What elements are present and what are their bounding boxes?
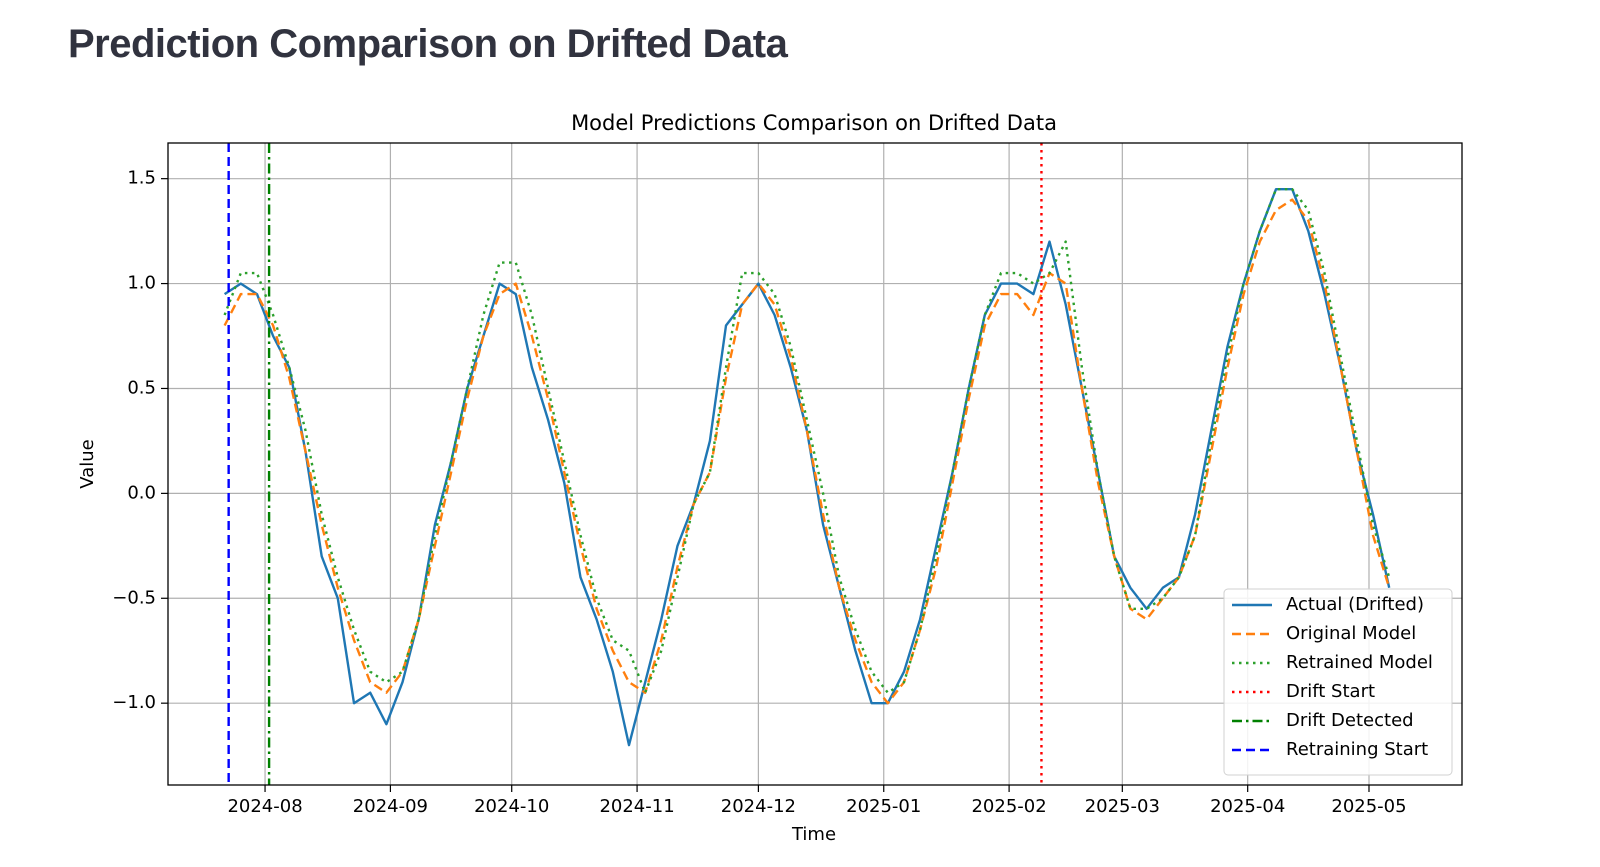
- chart-title: Model Predictions Comparison on Drifted …: [571, 111, 1057, 135]
- x-tick-label: 2024-12: [721, 796, 796, 817]
- legend-label: Actual (Drifted): [1286, 594, 1424, 615]
- page-title: Prediction Comparison on Drifted Data: [68, 22, 788, 66]
- series-line: [223, 198, 1391, 705]
- x-tick-label: 2025-02: [971, 796, 1046, 817]
- x-tick-label: 2025-05: [1331, 796, 1406, 817]
- x-tick-label: 2025-03: [1085, 796, 1160, 817]
- y-tick-label: −0.5: [112, 587, 156, 608]
- x-tick-label: 2024-08: [227, 796, 302, 817]
- x-tick-label: 2024-09: [353, 796, 428, 817]
- x-tick-label: 2025-01: [846, 796, 921, 817]
- plot-frame: [167, 142, 1463, 786]
- y-tick-label: 1.0: [127, 273, 156, 294]
- series-line: [223, 187, 1391, 694]
- x-tick-label: 2024-10: [474, 796, 549, 817]
- y-axis-label: Value: [77, 439, 98, 488]
- legend: Actual (Drifted) Original Model Retrained …: [1223, 588, 1453, 776]
- y-tick-label: 0.0: [127, 482, 156, 503]
- legend-label: Drift Start: [1286, 681, 1375, 702]
- x-tick-label: 2024-11: [599, 796, 674, 817]
- legend-label: Retraining Start: [1286, 739, 1428, 760]
- y-tick-label: 1.5: [127, 168, 156, 189]
- legend-label: Retrained Model: [1286, 652, 1433, 673]
- y-tick-label: −1.0: [112, 692, 156, 713]
- legend-label: Drift Detected: [1286, 710, 1414, 731]
- x-tick-label: 2025-04: [1210, 796, 1285, 817]
- y-tick-label: 0.5: [127, 377, 156, 398]
- legend-label: Original Model: [1286, 623, 1416, 644]
- legend-box: [1223, 588, 1453, 776]
- x-axis-label: Time: [791, 824, 836, 845]
- series-line: [223, 187, 1391, 747]
